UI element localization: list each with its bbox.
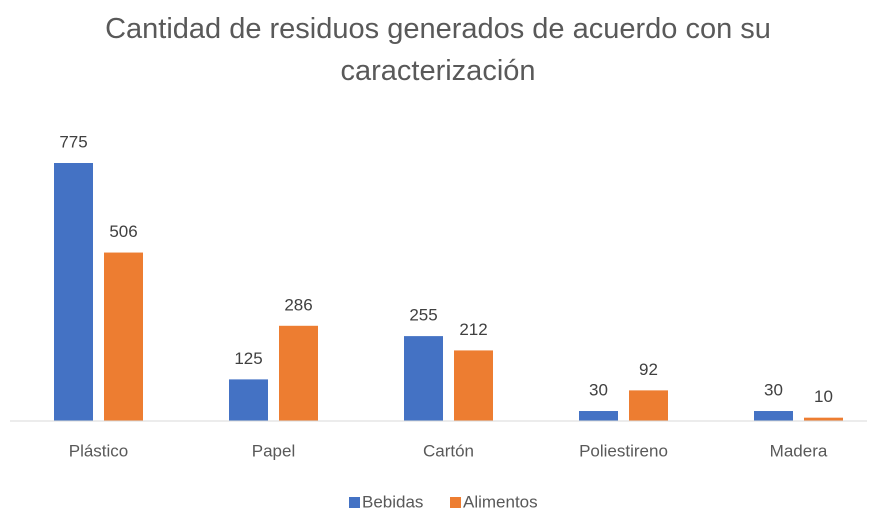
data-label: 92 [639,360,658,379]
x-tick-label: Plástico [69,441,129,460]
x-tick-label: Cartón [423,441,474,460]
data-label: 286 [284,295,312,314]
data-label: 255 [409,306,437,325]
bar [404,336,443,421]
data-label: 212 [459,320,487,339]
bar [804,417,843,421]
data-label: 775 [59,132,87,151]
bar [754,411,793,421]
data-label: 30 [764,380,783,399]
bar [454,350,493,421]
bar [104,252,143,421]
legend-label: Bebidas [362,492,423,511]
bar [229,379,268,421]
bar [54,163,93,421]
bar [629,390,668,421]
bar [579,411,618,421]
legend-label: Alimentos [463,492,538,511]
data-label: 30 [589,380,608,399]
data-label: 10 [814,387,833,406]
data-label: 125 [234,349,262,368]
legend-swatch [349,497,360,508]
x-tick-label: Poliestireno [579,441,668,460]
x-tick-label: Papel [252,441,295,460]
legend-swatch [450,497,461,508]
data-label: 506 [109,222,137,241]
x-tick-label: Madera [770,441,828,460]
chart-title: Cantidad de residuos generados de acuerd… [105,13,771,87]
bar [279,325,318,421]
